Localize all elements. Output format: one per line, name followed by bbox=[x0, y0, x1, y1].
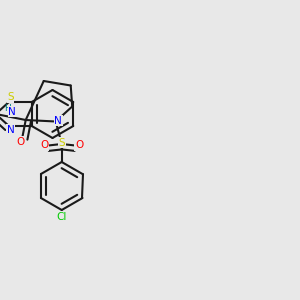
Text: H: H bbox=[4, 104, 11, 113]
Text: Cl: Cl bbox=[56, 212, 67, 222]
Text: O: O bbox=[40, 140, 48, 151]
Text: S: S bbox=[7, 92, 14, 103]
Text: S: S bbox=[58, 138, 65, 148]
Text: O: O bbox=[75, 140, 83, 151]
Text: N: N bbox=[7, 125, 14, 135]
Text: N: N bbox=[8, 107, 16, 117]
Text: O: O bbox=[16, 136, 25, 147]
Text: N: N bbox=[54, 116, 62, 126]
